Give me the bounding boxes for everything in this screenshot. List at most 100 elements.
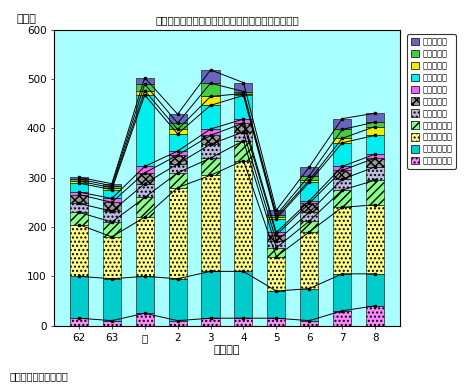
- Bar: [103, 321, 121, 326]
- Bar: [268, 233, 285, 235]
- Bar: [333, 171, 351, 179]
- Bar: [136, 95, 154, 166]
- Bar: [366, 274, 384, 306]
- Bar: [202, 144, 219, 158]
- Bar: [235, 271, 252, 318]
- Bar: [235, 132, 252, 141]
- Bar: [202, 318, 219, 326]
- Bar: [366, 122, 384, 127]
- Bar: [136, 217, 154, 276]
- Bar: [268, 256, 285, 291]
- Bar: [202, 97, 219, 105]
- Bar: [136, 173, 154, 184]
- Bar: [169, 129, 187, 134]
- Bar: [202, 175, 219, 271]
- Bar: [103, 211, 121, 222]
- Bar: [268, 210, 285, 215]
- Bar: [169, 187, 187, 279]
- Bar: [136, 184, 154, 198]
- Bar: [235, 95, 252, 119]
- Bar: [136, 313, 154, 326]
- Bar: [235, 318, 252, 326]
- Bar: [268, 318, 285, 326]
- Bar: [300, 232, 318, 289]
- Bar: [103, 237, 121, 279]
- Bar: [70, 179, 88, 181]
- Bar: [103, 203, 121, 211]
- Bar: [169, 164, 187, 173]
- Bar: [202, 83, 219, 97]
- Bar: [235, 94, 252, 95]
- Bar: [333, 138, 351, 143]
- Bar: [268, 248, 285, 256]
- Bar: [235, 141, 252, 161]
- Bar: [235, 123, 252, 132]
- Bar: [235, 92, 252, 94]
- Text: 郵政省資料により作成: 郵政省資料により作成: [9, 371, 68, 381]
- Bar: [366, 127, 384, 136]
- Bar: [300, 289, 318, 321]
- Bar: [169, 134, 187, 151]
- Bar: [333, 179, 351, 190]
- Title: 第２－５－３図　重要無線通信妨害申告件数の推移: 第２－５－３図 重要無線通信妨害申告件数の推移: [155, 15, 299, 25]
- Bar: [70, 177, 88, 179]
- Bar: [235, 83, 252, 92]
- Bar: [169, 123, 187, 129]
- Bar: [366, 306, 384, 326]
- Bar: [169, 279, 187, 321]
- Bar: [268, 217, 285, 219]
- Bar: [70, 212, 88, 224]
- Bar: [202, 136, 219, 144]
- Bar: [268, 235, 285, 241]
- Legend: そ　の　他, 鉄　　　道, 官　公　庁, 防　災行政, 防　　　衛, 消　　　防, 警　　　察, 海　上　関係, 航　空　関係, 放　送　業務, 電気通信業務: そ の 他, 鉄 道, 官 公 庁, 防 災行政, 防 衛, 消 防, 警 察,…: [407, 34, 456, 169]
- Bar: [103, 187, 121, 189]
- Bar: [70, 224, 88, 276]
- Bar: [300, 201, 318, 203]
- Bar: [136, 198, 154, 217]
- Bar: [300, 176, 318, 180]
- Bar: [70, 181, 88, 183]
- Bar: [300, 212, 318, 221]
- Bar: [70, 183, 88, 192]
- Bar: [235, 161, 252, 271]
- Bar: [169, 114, 187, 123]
- Bar: [202, 271, 219, 318]
- Bar: [103, 198, 121, 203]
- Bar: [202, 158, 219, 175]
- Bar: [136, 166, 154, 173]
- Bar: [70, 318, 88, 326]
- Bar: [169, 321, 187, 326]
- Bar: [300, 321, 318, 326]
- Bar: [70, 203, 88, 212]
- Bar: [366, 205, 384, 274]
- Bar: [202, 70, 219, 83]
- Bar: [300, 180, 318, 182]
- Bar: [70, 276, 88, 318]
- Bar: [70, 194, 88, 203]
- Bar: [103, 184, 121, 186]
- Bar: [103, 186, 121, 187]
- Bar: [333, 274, 351, 311]
- Bar: [300, 167, 318, 176]
- Bar: [366, 154, 384, 158]
- Bar: [268, 215, 285, 217]
- Bar: [202, 105, 219, 129]
- Bar: [70, 192, 88, 194]
- Bar: [366, 158, 384, 167]
- Y-axis label: （件）: （件）: [16, 14, 36, 24]
- Bar: [366, 113, 384, 122]
- Bar: [136, 276, 154, 313]
- Bar: [202, 129, 219, 136]
- Bar: [300, 182, 318, 201]
- Bar: [333, 207, 351, 274]
- Bar: [136, 78, 154, 84]
- Bar: [136, 90, 154, 95]
- Bar: [300, 221, 318, 232]
- Bar: [366, 167, 384, 180]
- Bar: [333, 166, 351, 171]
- Bar: [103, 222, 121, 237]
- Bar: [366, 180, 384, 205]
- Bar: [268, 219, 285, 233]
- Bar: [136, 84, 154, 90]
- Bar: [300, 203, 318, 212]
